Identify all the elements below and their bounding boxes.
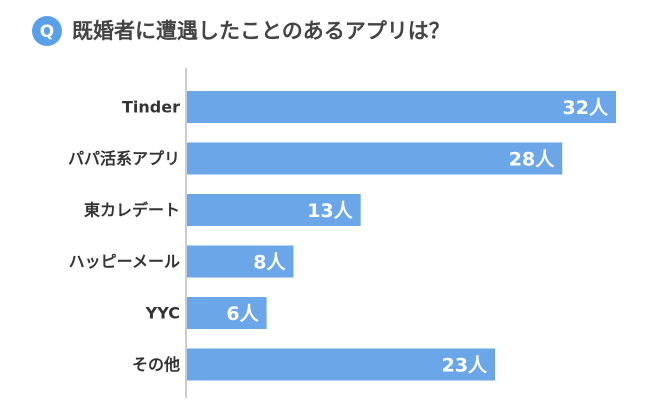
bar	[187, 91, 616, 123]
value-label: 13人	[307, 200, 353, 222]
bar	[187, 245, 294, 278]
bar	[187, 194, 361, 226]
bar	[187, 348, 496, 381]
bar	[187, 142, 563, 175]
category-label: YYC	[145, 304, 180, 323]
title-icon: Q	[40, 22, 54, 42]
category-label: パパ活系アプリ	[68, 149, 180, 168]
value-label: 28人	[509, 149, 555, 171]
category-label: 東カレデート	[84, 201, 180, 220]
category-label: その他	[132, 355, 180, 374]
title-icon-circle	[32, 16, 62, 46]
category-label: Tinder	[122, 98, 180, 117]
chart-title: 既婚者に遭遇したことのあるアプリは？	[72, 19, 450, 43]
category-label: ハッピーメール	[69, 252, 180, 271]
value-label: 32人	[563, 97, 609, 119]
bar	[187, 297, 267, 329]
value-label: 8人	[253, 252, 286, 274]
value-label: 6人	[226, 303, 259, 325]
value-label: 23人	[442, 355, 488, 377]
